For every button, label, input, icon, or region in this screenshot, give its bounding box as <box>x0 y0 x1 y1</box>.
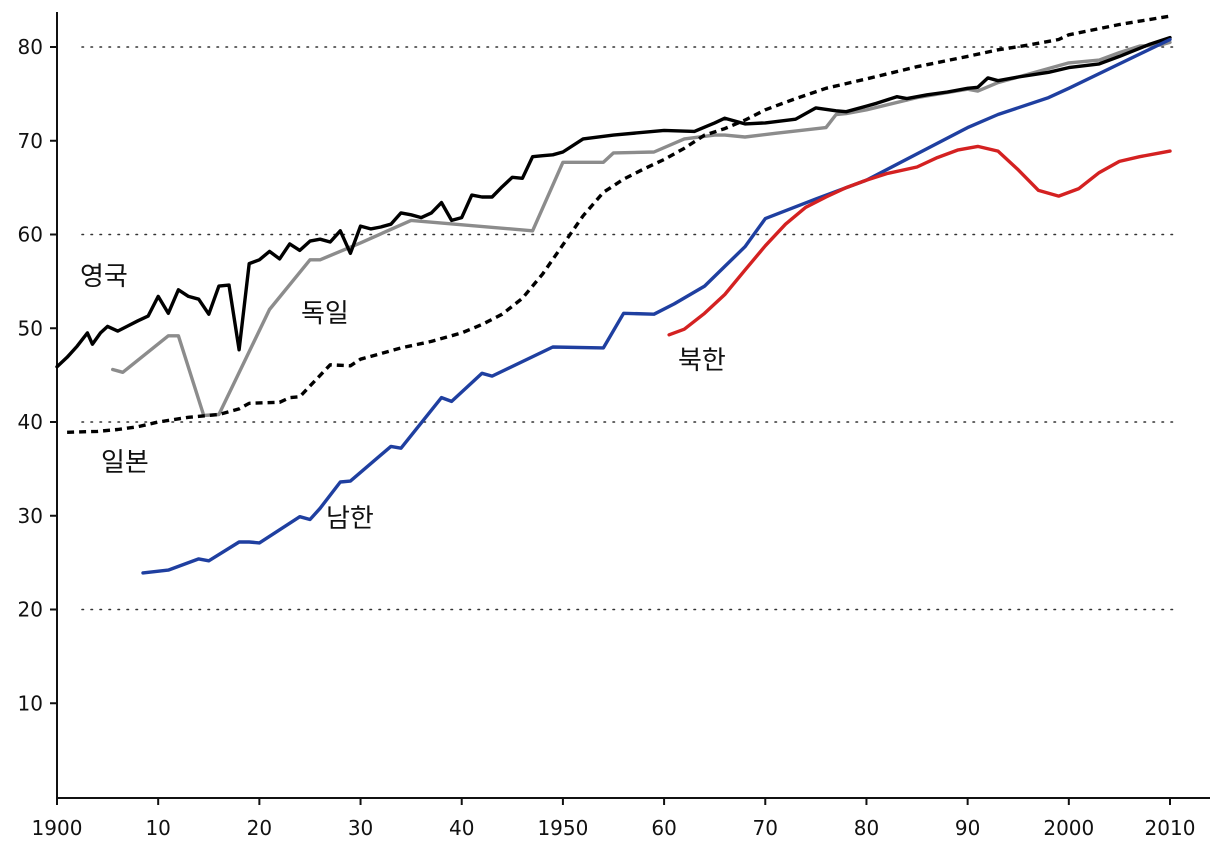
x-tick-label-1940: 40 <box>449 816 474 840</box>
x-tick-label-1980: 80 <box>854 816 879 840</box>
label-north-korea: 북한 <box>678 346 726 376</box>
series-line-1 <box>111 40 1172 418</box>
x-tick-label-1990: 90 <box>955 816 980 840</box>
axes <box>56 12 1210 799</box>
y-tick-label-70: 70 <box>18 129 43 153</box>
x-tick-label-1950: 1950 <box>537 816 588 840</box>
y-tick-label-60: 60 <box>18 223 43 247</box>
series-line-2 <box>67 14 1171 434</box>
series-line-0 <box>55 35 1172 369</box>
x-tick-label-1900: 1900 <box>32 816 83 840</box>
label-uk: 영국 <box>80 262 128 292</box>
series-line-4 <box>667 144 1172 337</box>
x-tick-label-1920: 20 <box>247 816 272 840</box>
y-tick-label-30: 30 <box>18 504 43 528</box>
series-labels: 영국 독일 일본 남한 북한 <box>80 262 726 534</box>
y-tick-label-80: 80 <box>18 35 43 59</box>
x-tick-label-2010: 2010 <box>1145 816 1196 840</box>
series-lines <box>55 14 1172 575</box>
y-tick-label-20: 20 <box>18 598 43 622</box>
x-tick-label-2000: 2000 <box>1043 816 1094 840</box>
label-south-korea: 남한 <box>326 504 374 534</box>
y-tick-label-40: 40 <box>18 410 43 434</box>
y-tick-label-10: 10 <box>18 691 43 715</box>
x-tick-label-1960: 60 <box>651 816 676 840</box>
y-tick-label-50: 50 <box>18 316 43 340</box>
grid-lines <box>81 46 1181 611</box>
label-germany: 독일 <box>301 299 349 329</box>
series-line-3 <box>141 37 1172 575</box>
x-tick-label-1930: 30 <box>348 816 373 840</box>
label-japan: 일본 <box>101 448 149 478</box>
x-tick-label-1970: 70 <box>753 816 778 840</box>
tick-marks: 10 20 30 40 50 60 70 80 1900 10 20 30 40 1950 60 70 80 90… <box>18 35 1196 840</box>
x-tick-label-1910: 10 <box>145 816 170 840</box>
